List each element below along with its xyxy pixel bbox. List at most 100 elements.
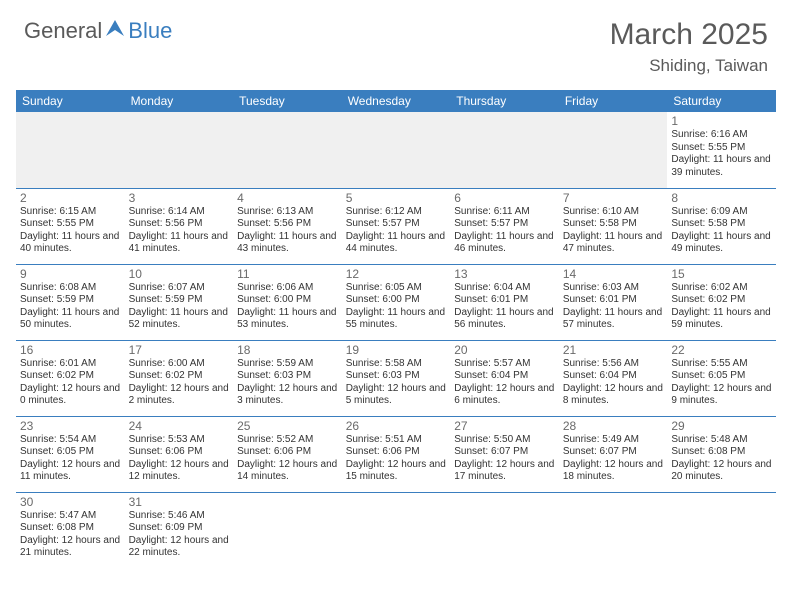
sunrise-text: Sunrise: 6:09 AM: [671, 206, 772, 219]
calendar-cell: 15Sunrise: 6:02 AMSunset: 6:02 PMDayligh…: [667, 264, 776, 340]
calendar-cell: 23Sunrise: 5:54 AMSunset: 6:05 PMDayligh…: [16, 416, 125, 492]
header: General Blue March 2025 Shiding, Taiwan: [0, 0, 792, 82]
sunset-text: Sunset: 6:03 PM: [346, 370, 447, 383]
sunrise-text: Sunrise: 6:11 AM: [454, 206, 555, 219]
sunrise-text: Sunrise: 5:53 AM: [129, 434, 230, 447]
title-block: March 2025 Shiding, Taiwan: [610, 18, 768, 76]
daylight-text: Daylight: 12 hours and 18 minutes.: [563, 459, 664, 484]
calendar-week-row: 2Sunrise: 6:15 AMSunset: 5:55 PMDaylight…: [16, 188, 776, 264]
day-number: 19: [346, 343, 447, 357]
daylight-text: Daylight: 11 hours and 52 minutes.: [129, 307, 230, 332]
daylight-text: Daylight: 12 hours and 21 minutes.: [20, 535, 121, 560]
calendar-cell: 28Sunrise: 5:49 AMSunset: 6:07 PMDayligh…: [559, 416, 668, 492]
day-number: 3: [129, 191, 230, 205]
sunset-text: Sunset: 6:03 PM: [237, 370, 338, 383]
calendar-cell: [342, 112, 451, 188]
calendar-cell: 16Sunrise: 6:01 AMSunset: 6:02 PMDayligh…: [16, 340, 125, 416]
daylight-text: Daylight: 11 hours and 43 minutes.: [237, 231, 338, 256]
daylight-text: Daylight: 11 hours and 57 minutes.: [563, 307, 664, 332]
sunset-text: Sunset: 5:55 PM: [671, 142, 772, 155]
logo: General Blue: [24, 18, 172, 44]
calendar-cell: 11Sunrise: 6:06 AMSunset: 6:00 PMDayligh…: [233, 264, 342, 340]
calendar-week-row: 23Sunrise: 5:54 AMSunset: 6:05 PMDayligh…: [16, 416, 776, 492]
sunrise-text: Sunrise: 6:10 AM: [563, 206, 664, 219]
day-number: 10: [129, 267, 230, 281]
calendar-cell: [450, 112, 559, 188]
calendar-cell: 17Sunrise: 6:00 AMSunset: 6:02 PMDayligh…: [125, 340, 234, 416]
day-number: 23: [20, 419, 121, 433]
daylight-text: Daylight: 11 hours and 53 minutes.: [237, 307, 338, 332]
daylight-text: Daylight: 12 hours and 3 minutes.: [237, 383, 338, 408]
daylight-text: Daylight: 12 hours and 8 minutes.: [563, 383, 664, 408]
calendar-cell: 5Sunrise: 6:12 AMSunset: 5:57 PMDaylight…: [342, 188, 451, 264]
logo-text-blue: Blue: [128, 18, 172, 44]
daylight-text: Daylight: 12 hours and 12 minutes.: [129, 459, 230, 484]
sunrise-text: Sunrise: 5:57 AM: [454, 358, 555, 371]
sunrise-text: Sunrise: 6:02 AM: [671, 282, 772, 295]
daylight-text: Daylight: 11 hours and 47 minutes.: [563, 231, 664, 256]
calendar-table: Sunday Monday Tuesday Wednesday Thursday…: [16, 90, 776, 568]
sunrise-text: Sunrise: 6:14 AM: [129, 206, 230, 219]
sunrise-text: Sunrise: 5:51 AM: [346, 434, 447, 447]
sunset-text: Sunset: 6:06 PM: [346, 446, 447, 459]
day-number: 15: [671, 267, 772, 281]
sunrise-text: Sunrise: 5:49 AM: [563, 434, 664, 447]
day-number: 22: [671, 343, 772, 357]
daylight-text: Daylight: 11 hours and 56 minutes.: [454, 307, 555, 332]
sunset-text: Sunset: 5:56 PM: [129, 218, 230, 231]
sunset-text: Sunset: 6:04 PM: [454, 370, 555, 383]
day-header: Saturday: [667, 90, 776, 112]
calendar-cell: 2Sunrise: 6:15 AMSunset: 5:55 PMDaylight…: [16, 188, 125, 264]
sunrise-text: Sunrise: 6:05 AM: [346, 282, 447, 295]
sunrise-text: Sunrise: 5:50 AM: [454, 434, 555, 447]
calendar-cell: 30Sunrise: 5:47 AMSunset: 6:08 PMDayligh…: [16, 492, 125, 568]
day-number: 5: [346, 191, 447, 205]
calendar-cell: 24Sunrise: 5:53 AMSunset: 6:06 PMDayligh…: [125, 416, 234, 492]
calendar-cell: 12Sunrise: 6:05 AMSunset: 6:00 PMDayligh…: [342, 264, 451, 340]
daylight-text: Daylight: 12 hours and 11 minutes.: [20, 459, 121, 484]
sunset-text: Sunset: 6:00 PM: [346, 294, 447, 307]
day-number: 8: [671, 191, 772, 205]
day-number: 1: [671, 114, 772, 128]
calendar-cell: 8Sunrise: 6:09 AMSunset: 5:58 PMDaylight…: [667, 188, 776, 264]
calendar-cell: [559, 112, 668, 188]
day-number: 2: [20, 191, 121, 205]
calendar-week-row: 9Sunrise: 6:08 AMSunset: 5:59 PMDaylight…: [16, 264, 776, 340]
sunset-text: Sunset: 6:08 PM: [20, 522, 121, 535]
sunset-text: Sunset: 6:05 PM: [671, 370, 772, 383]
sunrise-text: Sunrise: 5:58 AM: [346, 358, 447, 371]
day-header-row: Sunday Monday Tuesday Wednesday Thursday…: [16, 90, 776, 112]
sunset-text: Sunset: 5:56 PM: [237, 218, 338, 231]
day-number: 20: [454, 343, 555, 357]
calendar-cell: [342, 492, 451, 568]
calendar-cell: 25Sunrise: 5:52 AMSunset: 6:06 PMDayligh…: [233, 416, 342, 492]
day-number: 28: [563, 419, 664, 433]
calendar-cell: 22Sunrise: 5:55 AMSunset: 6:05 PMDayligh…: [667, 340, 776, 416]
sunrise-text: Sunrise: 6:16 AM: [671, 129, 772, 142]
calendar-week-row: 1Sunrise: 6:16 AMSunset: 5:55 PMDaylight…: [16, 112, 776, 188]
calendar-cell: 7Sunrise: 6:10 AMSunset: 5:58 PMDaylight…: [559, 188, 668, 264]
day-number: 25: [237, 419, 338, 433]
sunset-text: Sunset: 6:02 PM: [671, 294, 772, 307]
sunrise-text: Sunrise: 5:59 AM: [237, 358, 338, 371]
logo-text-general: General: [24, 18, 102, 44]
calendar-cell: 21Sunrise: 5:56 AMSunset: 6:04 PMDayligh…: [559, 340, 668, 416]
sunrise-text: Sunrise: 5:46 AM: [129, 510, 230, 523]
daylight-text: Daylight: 12 hours and 20 minutes.: [671, 459, 772, 484]
month-title: March 2025: [610, 18, 768, 52]
sunset-text: Sunset: 6:08 PM: [671, 446, 772, 459]
sunrise-text: Sunrise: 6:08 AM: [20, 282, 121, 295]
day-header: Monday: [125, 90, 234, 112]
sunrise-text: Sunrise: 5:52 AM: [237, 434, 338, 447]
daylight-text: Daylight: 12 hours and 0 minutes.: [20, 383, 121, 408]
calendar-cell: 1Sunrise: 6:16 AMSunset: 5:55 PMDaylight…: [667, 112, 776, 188]
calendar-cell: [233, 112, 342, 188]
sunrise-text: Sunrise: 6:03 AM: [563, 282, 664, 295]
daylight-text: Daylight: 12 hours and 17 minutes.: [454, 459, 555, 484]
sunset-text: Sunset: 6:06 PM: [237, 446, 338, 459]
day-number: 12: [346, 267, 447, 281]
calendar-cell: [450, 492, 559, 568]
daylight-text: Daylight: 11 hours and 46 minutes.: [454, 231, 555, 256]
daylight-text: Daylight: 12 hours and 5 minutes.: [346, 383, 447, 408]
daylight-text: Daylight: 11 hours and 41 minutes.: [129, 231, 230, 256]
